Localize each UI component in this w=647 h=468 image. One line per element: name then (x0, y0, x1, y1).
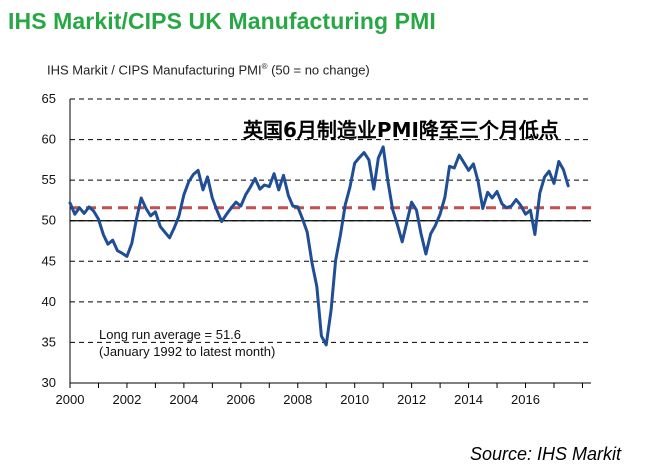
y-tick-35: 35 (42, 334, 56, 349)
long-run-average-period: (January 1992 to latest month) (99, 344, 276, 359)
pmi-series-line-0 (68, 145, 570, 347)
registered-mark: ® (261, 62, 268, 71)
y-tick-50: 50 (42, 213, 56, 228)
x-axis-ticks: 2000 2002 2004 2006 2008 2010 2012 2014 2016 (56, 383, 583, 407)
x-tick-2012: 2012 (397, 392, 426, 407)
x-tick-2008: 2008 (283, 392, 312, 407)
source-note: Source: IHS Markit (469, 444, 621, 464)
x-tick-2004: 2004 (169, 392, 198, 407)
y-tick-45: 45 (42, 253, 56, 268)
x-tick-2006: 2006 (226, 392, 255, 407)
axes (69, 99, 591, 384)
headline-overlay: 英国6月制造业PMI降至三个月低点 (243, 118, 559, 142)
y-tick-60: 60 (42, 132, 56, 147)
y-tick-40: 40 (42, 294, 56, 309)
x-tick-2000: 2000 (56, 392, 85, 407)
x-tick-2014: 2014 (454, 392, 483, 407)
chart-subtitle: IHS Markit / CIPS Manufacturing PMI® (50… (47, 62, 370, 77)
y-tick-55: 55 (42, 172, 56, 187)
y-tick-30: 30 (42, 375, 56, 390)
series-group (68, 145, 570, 347)
subtitle-note: (50 = no change) (267, 62, 370, 78)
subtitle-text: IHS Markit / CIPS Manufacturing PMI (47, 62, 262, 78)
chart-title: IHS Markit/CIPS UK Manufacturing PMI (8, 8, 436, 34)
x-tick-2010: 2010 (340, 392, 369, 407)
y-axis-ticks: 30 35 40 45 50 55 60 65 (42, 91, 56, 390)
y-tick-65: 65 (42, 91, 56, 106)
long-run-average-label: Long run average = 51.6 (99, 327, 242, 342)
x-tick-2016: 2016 (511, 392, 540, 407)
x-tick-2002: 2002 (112, 392, 141, 407)
